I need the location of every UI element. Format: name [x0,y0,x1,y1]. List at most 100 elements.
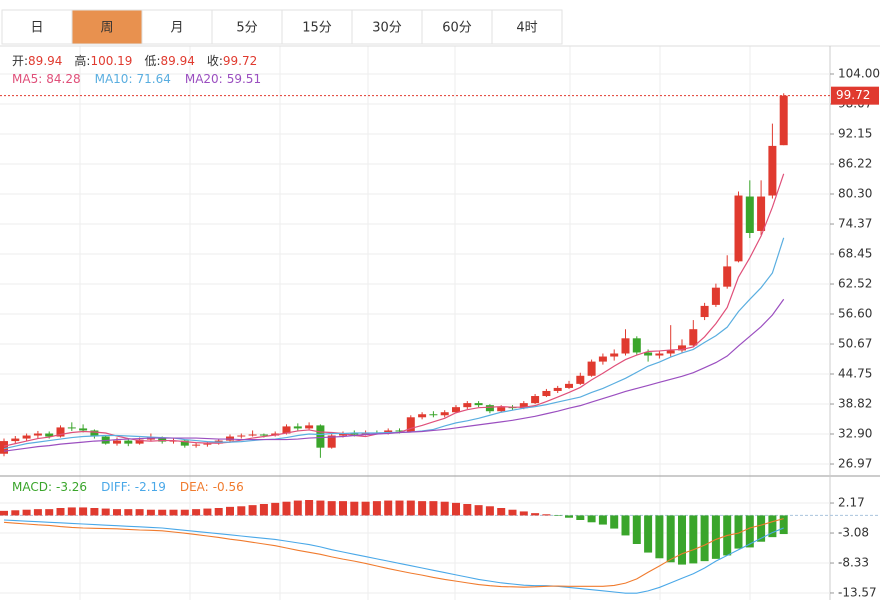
macd-bar [768,515,777,538]
tab-bg[interactable] [421,9,493,45]
macd-bar [700,515,709,562]
tab-label[interactable]: 30分 [372,21,402,36]
macd-bar [452,502,460,516]
candle-body [67,427,76,429]
candle-body [768,145,777,196]
y-tick-label: 92.15 [838,127,872,141]
y-tick-label: 44.75 [838,367,872,381]
candle-body [700,305,709,318]
macd-bar [146,509,155,516]
y-tick-label: 74.37 [838,217,872,231]
macd-bar [327,501,336,516]
tab[interactable]: 周 [71,9,143,45]
legend-name: MA10: [95,72,133,86]
candle-body [45,433,54,437]
tab[interactable]: 5分 [211,9,283,45]
macd-bar [22,509,31,516]
legend-value: 84.28 [46,72,80,86]
candle-body [723,266,732,287]
macd-bar [203,508,212,516]
macd-bar [757,515,766,542]
tab-label[interactable]: 月 [170,21,183,36]
tab-bg[interactable] [281,9,353,45]
candle-body [553,387,562,391]
macd-bar [610,515,619,529]
tab-bg[interactable] [211,9,283,45]
macd-bar [598,515,607,525]
tab-label[interactable]: 60分 [442,21,472,36]
tab[interactable]: 4时 [491,9,563,45]
tab-label[interactable]: 日 [30,21,43,36]
tab[interactable]: 30分 [351,9,423,45]
macd-bar [621,515,630,536]
macd-bar [384,500,393,516]
ohlc-label: 开: [12,54,28,68]
y-tick-label: -3.08 [838,526,869,540]
macd-bar [226,506,234,516]
macd-bar [56,508,65,516]
candle-body [180,440,189,446]
macd-bar [655,515,664,559]
tab[interactable]: 15分 [281,9,353,45]
candle-body [429,414,438,416]
macd-bar [429,501,438,516]
candle-body [689,329,698,346]
candle-body [711,287,720,305]
macd-bar [339,501,347,516]
last-price-label: 99.72 [836,88,870,102]
candle-body [33,433,42,436]
candle-body [282,426,291,434]
macd-bar [418,501,427,516]
candle-body [237,435,246,437]
macd-line [3,518,784,588]
candle-body [135,439,144,444]
macd-bar [553,515,562,516]
y-tick-label: 32.90 [838,427,872,441]
macd-bar [192,509,201,516]
tab-bg[interactable] [71,9,143,45]
candle-body [192,444,201,446]
ohlc-label: 收: [207,54,223,68]
macd-bar [282,501,291,516]
tab-label[interactable]: 周 [100,21,113,36]
macd-bar [90,508,99,516]
macd-bar [474,505,483,516]
candle-body [79,428,88,431]
y-tick-label: 56.60 [838,307,872,321]
candle-body [621,338,630,354]
tab-label[interactable]: 5分 [236,21,257,36]
macd-bar [305,500,314,516]
candle-body [203,443,212,445]
macd-bar [395,500,404,516]
candle-body [576,375,585,384]
macd-bar [135,509,144,516]
macd-bar [542,514,551,516]
candle-body [11,438,20,442]
tab-bg[interactable] [351,9,423,45]
tab[interactable]: 60分 [421,9,493,45]
tab-bg[interactable] [491,9,563,45]
macd-bar [271,502,280,516]
macd-bar [293,500,302,516]
y-tick-label: 38.82 [838,397,872,411]
macd-bar [45,509,54,516]
macd-bar [531,513,540,516]
macd-bar [519,511,528,516]
macd-bar [779,515,788,535]
tab[interactable]: 月 [141,9,213,45]
candle-body [259,434,268,436]
candle-body [90,430,99,437]
tab-bg[interactable] [1,9,73,45]
macd-bar [101,508,110,516]
ohlc-value: 89.94 [28,54,62,68]
tab-label[interactable]: 4时 [516,21,537,36]
candle-body [463,403,472,408]
tab[interactable]: 日 [1,9,73,45]
macd-bar [485,506,494,516]
macd-bar [169,509,178,516]
y-tick-label: 62.52 [838,277,872,291]
macd-bar [124,509,133,516]
macd-bar [158,509,167,516]
tab-label[interactable]: 15分 [302,21,332,36]
candle-body [531,396,540,404]
